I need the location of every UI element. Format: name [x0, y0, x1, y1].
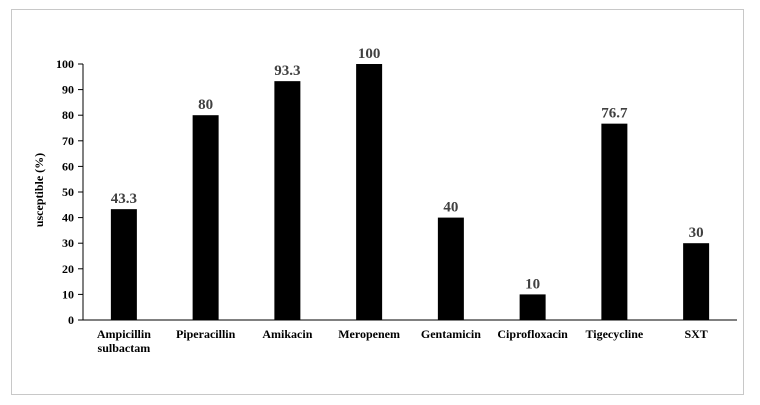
data-label: 40 [443, 200, 458, 216]
data-labels: 43.3 80 93.3 100 40 10 76.7 30 [111, 46, 704, 292]
y-tick-label: 0 [68, 313, 74, 327]
category-label: SXT [684, 327, 707, 341]
bar [110, 209, 137, 320]
bar [519, 294, 546, 320]
category-label: Ciprofloxacin [497, 327, 568, 341]
y-tick-label: 100 [56, 57, 74, 71]
y-tick-label: 50 [62, 185, 74, 199]
data-label: 43.3 [111, 191, 137, 207]
category-label: Piperacillin [176, 327, 236, 341]
category-label: Ampicillin [97, 327, 151, 341]
bar [683, 243, 710, 320]
y-tick-label: 70 [62, 134, 74, 148]
category-label: sulbactam [98, 341, 151, 355]
bar [274, 81, 301, 320]
bar [601, 123, 628, 320]
y-tick-label: 60 [62, 159, 74, 173]
axes [82, 64, 737, 321]
data-label: 80 [198, 97, 213, 113]
bar [437, 217, 464, 320]
bar [192, 115, 219, 320]
data-label: 10 [525, 276, 540, 292]
y-axis-title: usceptible (%) [32, 153, 46, 227]
y-tick-label: 30 [62, 236, 74, 250]
data-label: 76.7 [601, 106, 628, 122]
data-label: 93.3 [274, 63, 300, 79]
data-label: 100 [358, 46, 381, 62]
category-label: Meropenem [338, 327, 400, 341]
y-tick-label: 80 [62, 108, 74, 122]
y-tick-label: 20 [62, 262, 74, 276]
category-label: Gentamicin [421, 327, 481, 341]
y-tick-label: 90 [62, 83, 74, 97]
data-label: 30 [689, 225, 704, 241]
category-label: Tigecycline [585, 327, 643, 341]
y-axis-ticks: 0 10 20 30 40 50 60 70 80 90 100 [56, 57, 83, 327]
bar [356, 64, 383, 320]
y-tick-label: 40 [62, 211, 74, 225]
y-tick-label: 10 [62, 287, 74, 301]
category-label: Amikacin [262, 327, 312, 341]
bars [110, 64, 710, 320]
